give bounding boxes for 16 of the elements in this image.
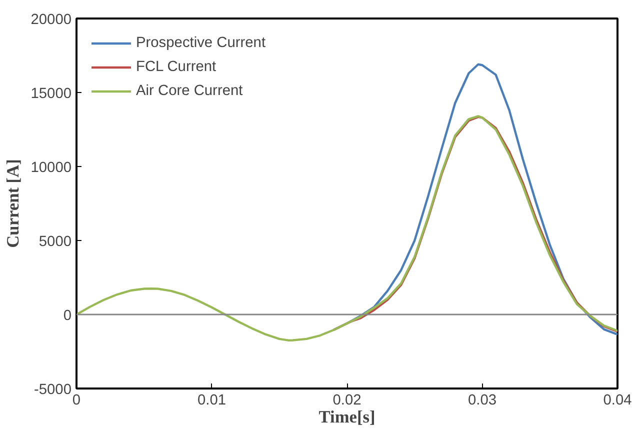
x-axis-title: Time[s] xyxy=(318,408,376,426)
legend-label: FCL Current xyxy=(136,59,216,75)
legend-label: Air Core Current xyxy=(136,83,243,99)
y-tick-label: 0 xyxy=(63,308,72,324)
y-tick-label: 5000 xyxy=(38,234,72,250)
y-axis-title: Current [A] xyxy=(4,159,23,248)
line-series xyxy=(76,115,618,342)
y-tick-label: 15000 xyxy=(30,86,72,102)
x-tick-label: 0.03 xyxy=(468,392,497,408)
x-tick-label: 0.04 xyxy=(603,392,632,408)
y-tick-label: 10000 xyxy=(30,160,72,176)
legend-label: Prospective Current xyxy=(136,35,266,51)
x-tick-label: 0.02 xyxy=(332,392,362,408)
x-tick-label: 0.01 xyxy=(197,392,226,408)
y-tick-label: 20000 xyxy=(30,12,72,28)
y-tick-label: -5000 xyxy=(34,382,72,398)
